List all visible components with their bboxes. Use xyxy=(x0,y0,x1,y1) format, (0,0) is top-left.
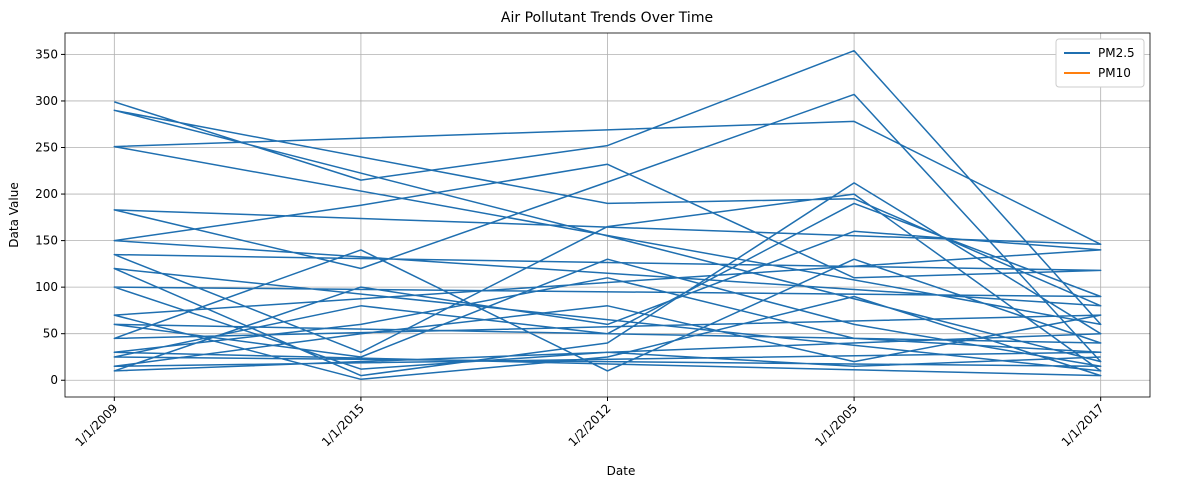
y-tick-label: 150 xyxy=(35,234,58,248)
x-axis-label: Date xyxy=(607,464,636,478)
y-tick-label: 0 xyxy=(50,373,58,387)
series-line xyxy=(113,49,1102,381)
y-tick-label: 300 xyxy=(35,94,58,108)
x-tick-label: 1/1/2009 xyxy=(72,401,120,449)
chart-title: Air Pollutant Trends Over Time xyxy=(501,10,713,26)
y-tick-label: 200 xyxy=(35,187,58,201)
legend-box xyxy=(1055,38,1145,88)
x-tick-label: 1/1/2015 xyxy=(319,401,367,449)
y-axis-label: Data Value xyxy=(7,182,21,247)
plot-frame xyxy=(64,32,1151,398)
x-tick-label: 1/1/2017 xyxy=(1059,401,1107,449)
y-tick-label: 100 xyxy=(35,280,58,294)
x-tick-label: 1/1/2005 xyxy=(812,401,860,449)
x-tick-label: 1/2/2012 xyxy=(566,401,614,449)
y-tick-label: 350 xyxy=(35,47,58,61)
legend-label: PM2.5 xyxy=(1098,46,1135,60)
y-tick-label: 50 xyxy=(43,327,58,341)
y-tick-label: 250 xyxy=(35,141,58,155)
legend-label: PM10 xyxy=(1098,66,1131,80)
